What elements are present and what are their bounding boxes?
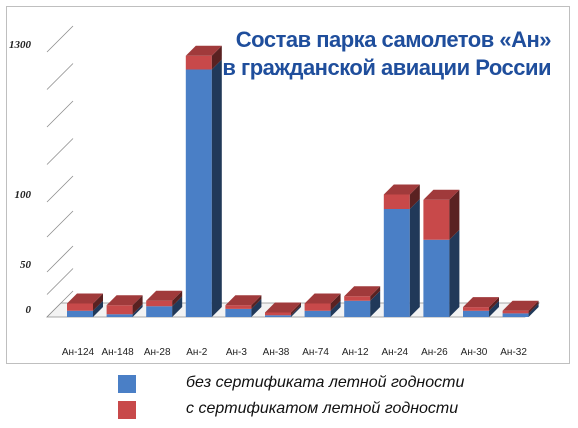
- x-tick-label-Ан-26: Ан-26: [421, 347, 448, 358]
- bar-Ан-12-with-certificate-side: [370, 286, 381, 301]
- bar-Ан-74-with-certificate-front: [304, 303, 331, 311]
- bar-Ан-32-without-certificate-front: [502, 313, 529, 317]
- chart-title-line-1: Состав парка самолетов «Ан»: [235, 27, 552, 52]
- y-tick-label-100: 100: [15, 189, 32, 201]
- gridline-6: [46, 100, 74, 128]
- legend-label-without-certificate: без сертификата летной годности: [186, 374, 465, 391]
- bar-Ан-26-without-certificate-front: [423, 239, 450, 317]
- gridline-3: [46, 210, 74, 238]
- bar-Ан-24-without-certificate-front: [383, 209, 410, 317]
- bar-Ан-12-without-certificate-side: [370, 290, 381, 317]
- bar-Ан-24-without-certificate-side: [409, 199, 420, 317]
- y-tick-label-1300: 1300: [9, 39, 32, 51]
- legend-swatch-without-certificate: [118, 375, 136, 393]
- bar-Ан-2-without-certificate-side: [211, 59, 222, 317]
- x-tick-label-Ан-74: Ан-74: [302, 347, 329, 358]
- bar-Ан-148-with-certificate-side: [132, 295, 143, 315]
- bar-Ан-24-with-certificate-top: [383, 184, 420, 195]
- bar-Ан-148-without-certificate-side: [132, 304, 143, 317]
- bar-Ан-30-with-certificate-front: [463, 307, 489, 311]
- x-tick-label-Ан-148: Ан-148: [101, 347, 134, 358]
- bar-Ан-38-with-certificate-top: [265, 302, 301, 313]
- bar-Ан-28-with-certificate-top: [146, 290, 183, 301]
- x-tick-label-Ан-30: Ан-30: [461, 347, 488, 358]
- bar-Ан-3-without-certificate-front: [225, 308, 252, 317]
- legend-label-with-certificate: с сертификатом летной годности: [186, 400, 459, 417]
- bar-Ан-30-with-certificate-side: [489, 297, 499, 311]
- gridline-1: [46, 268, 74, 295]
- legend-item-without-certificate: без сертификата летной годности: [118, 372, 558, 398]
- bar-Ан-74-with-certificate-side: [330, 293, 341, 311]
- bar-Ан-38-without-certificate-front: [265, 315, 291, 317]
- bar-Ан-26-with-certificate-top: [423, 189, 460, 200]
- bar-Ан-3-without-certificate-side: [251, 298, 262, 317]
- gridline-7: [46, 63, 74, 90]
- bar-Ан-12-with-certificate-top: [344, 286, 381, 297]
- bar-Ан-2-with-certificate-front: [185, 55, 212, 70]
- bar-Ан-124-with-certificate-side: [93, 293, 103, 311]
- bar-Ан-28-without-certificate-side: [172, 296, 183, 317]
- bar-Ан-3-with-certificate-front: [225, 305, 252, 309]
- chart-title-line-2: в гражданской авиации России: [222, 55, 551, 80]
- bar-Ан-38-with-certificate-front: [265, 312, 291, 316]
- bar-Ан-24-with-certificate-side: [409, 184, 420, 209]
- x-tick-label-Ан-124: Ан-124: [62, 347, 95, 358]
- gridline-8: [46, 25, 74, 53]
- gridline-2: [46, 245, 74, 273]
- legend: без сертификата летной годности с сертиф…: [118, 372, 558, 424]
- bar-Ан-3-with-certificate-top: [225, 295, 262, 306]
- bar-Ан-38-with-certificate-side: [291, 302, 301, 316]
- x-tick-label-Ан-2: Ан-2: [186, 347, 208, 358]
- y-tick-label-0: 0: [26, 304, 32, 316]
- bar-Ан-12-with-certificate-front: [344, 296, 371, 301]
- bar-Ан-24-with-certificate-front: [383, 194, 410, 209]
- x-tick-label-Ан-12: Ан-12: [342, 347, 369, 358]
- bar-Ан-26-with-certificate-side: [449, 189, 460, 240]
- x-tick-label-Ан-3: Ан-3: [226, 347, 248, 358]
- chart-plot: 0 50 100 1300 Ан-124 Ан-148 Ан-28 Ан-2 Ан-3 Ан-38…: [9, 25, 540, 358]
- chart-frame: 0 50 100 1300 Ан-124 Ан-148 Ан-28 Ан-2 Ан-3 Ан-38…: [6, 6, 570, 364]
- bar-Ан-124-without-certificate-side: [93, 300, 103, 317]
- bar-Ан-2-with-certificate-top: [185, 45, 222, 56]
- legend-item-with-certificate: с сертификатом летной годности: [118, 398, 558, 424]
- bar-Ан-12-without-certificate-front: [344, 300, 371, 317]
- bar-Ан-74-with-certificate-top: [304, 293, 341, 304]
- bar-Ан-124-without-certificate-front: [67, 310, 93, 317]
- bar-Ан-74-without-certificate-front: [304, 310, 331, 317]
- bar-Ан-38-without-certificate-side: [291, 305, 301, 317]
- bar-Ан-28-with-certificate-front: [146, 300, 173, 307]
- bar-Ан-3-with-certificate-side: [251, 295, 262, 309]
- bar-Ан-2-with-certificate-side: [211, 45, 222, 70]
- y-tick-label-50: 50: [20, 259, 32, 271]
- x-tick-label-Ан-24: Ан-24: [381, 347, 408, 358]
- bar-Ан-26-without-certificate-side: [449, 229, 460, 317]
- gridline-5: [46, 138, 74, 165]
- bar-Ан-30-with-certificate-top: [463, 297, 499, 308]
- bar-Ан-2-without-certificate-front: [185, 69, 212, 317]
- legend-swatch-with-certificate: [118, 401, 136, 419]
- x-tick-label-Ан-38: Ан-38: [263, 347, 290, 358]
- bar-Ан-30-without-certificate-front: [463, 310, 489, 317]
- x-tick-label-Ан-32: Ан-32: [500, 347, 527, 358]
- x-tick-label-Ан-28: Ан-28: [144, 347, 171, 358]
- bar-Ан-28-with-certificate-side: [172, 290, 183, 307]
- bar-Ан-124-with-certificate-front: [67, 303, 93, 311]
- bar-Ан-30-without-certificate-side: [489, 300, 499, 317]
- bar-Ан-26-with-certificate-front: [423, 199, 450, 240]
- bar-Ан-124-with-certificate-top: [67, 293, 103, 304]
- bar-Ан-148-with-certificate-top: [106, 295, 143, 306]
- bar-Ан-32-without-certificate-side: [528, 303, 539, 317]
- bar-Ан-28-without-certificate-front: [146, 306, 173, 317]
- bar-Ан-148-with-certificate-front: [106, 305, 133, 315]
- bar-Ан-148-without-certificate-front: [106, 314, 133, 317]
- bar-Ан-32-with-certificate-front: [502, 310, 529, 314]
- bar-Ан-32-with-certificate-side: [528, 300, 539, 314]
- bar-Ан-74-without-certificate-side: [330, 300, 341, 317]
- gridline-4: [46, 175, 74, 203]
- bar-Ан-32-with-certificate-top: [502, 300, 539, 311]
